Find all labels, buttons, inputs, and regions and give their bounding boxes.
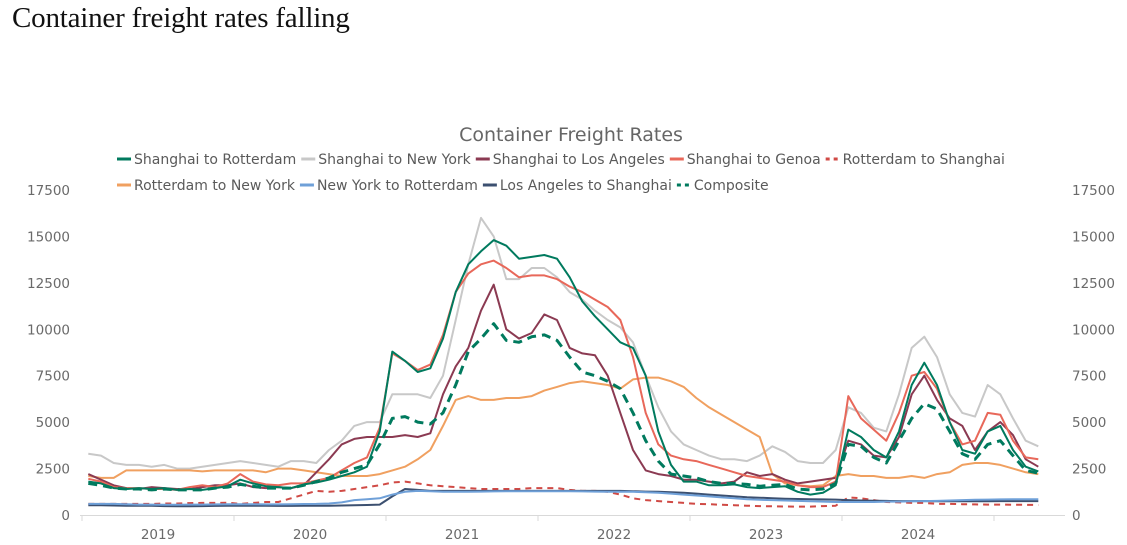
legend-label: Los Angeles to Shanghai	[500, 178, 672, 194]
legend-label: Shanghai to Rotterdam	[134, 152, 296, 168]
y-tick-label: 0	[61, 508, 70, 524]
secondary-y-tick-label: 5000	[1072, 415, 1106, 431]
x-tick-label: 2023	[749, 527, 783, 543]
series-line-composite	[88, 322, 1039, 492]
legend-item: Shanghai to New York	[301, 152, 472, 168]
secondary-y-tick-label: 10000	[1072, 322, 1115, 338]
legend: Shanghai to Rotterdam Shanghai to New Yor…	[117, 152, 1005, 194]
series-line-shanghai-to-rotterdam	[88, 239, 1039, 496]
legend-label: Rotterdam to Shanghai	[843, 152, 1005, 168]
legend-label: Shanghai to New York	[318, 152, 471, 168]
axes: 2019 2020 2021 2022 2023 2024 0 2500 5000 7500 100…	[27, 183, 1115, 543]
series-line-rotterdam-to-new-york	[88, 376, 1039, 488]
legend-label: New York to Rotterdam	[317, 178, 478, 194]
x-tick-label: 2024	[901, 527, 935, 543]
legend-label: Shanghai to Los Angeles	[493, 152, 665, 168]
legend-item: Los Angeles to Shanghai	[482, 178, 672, 194]
y-tick-label: 17500	[27, 183, 70, 199]
y-tick-label: 12500	[27, 276, 70, 292]
secondary-y-tick-label: 15000	[1072, 229, 1115, 245]
x-tick-label: 2021	[445, 527, 479, 543]
chart-title: Container Freight Rates	[459, 124, 683, 146]
y-tick-label: 10000	[27, 322, 70, 338]
legend-item: Composite	[676, 178, 769, 194]
legend-label: Rotterdam to New York	[134, 178, 296, 194]
series-line-shanghai-to-genoa	[88, 259, 1039, 491]
legend-item: Shanghai to Los Angeles	[475, 152, 665, 168]
y-tick-label: 15000	[27, 229, 70, 245]
series-lines	[87, 216, 1039, 508]
x-tick-label: 2022	[597, 527, 631, 543]
secondary-y-tick-label: 12500	[1072, 276, 1115, 292]
legend-item: New York to Rotterdam	[299, 178, 478, 194]
series-line-new-york-to-rotterdam	[88, 489, 1039, 506]
legend-item: Shanghai to Genoa	[669, 152, 821, 168]
y-tick-label: 7500	[36, 369, 70, 385]
secondary-y-tick-label: 0	[1072, 508, 1081, 524]
x-tick-label: 2020	[293, 527, 327, 543]
legend-label: Composite	[694, 178, 769, 194]
legend-label: Shanghai to Genoa	[687, 152, 821, 168]
legend-item: Rotterdam to Shanghai	[825, 152, 1005, 168]
x-tick-label: 2019	[141, 527, 175, 543]
series-line-shanghai-to-los-angeles	[87, 283, 1039, 490]
legend-item: Shanghai to Rotterdam	[117, 152, 296, 168]
legend-item: Rotterdam to New York	[117, 178, 296, 194]
series-line-shanghai-to-new-york	[88, 216, 1039, 470]
y-tick-label: 5000	[36, 415, 70, 431]
secondary-y-tick-label: 17500	[1072, 183, 1115, 199]
secondary-y-tick-label: 2500	[1072, 462, 1106, 478]
y-tick-label: 2500	[36, 462, 70, 478]
page-title: Container freight rates falling	[12, 2, 350, 34]
secondary-y-tick-label: 7500	[1072, 369, 1106, 385]
